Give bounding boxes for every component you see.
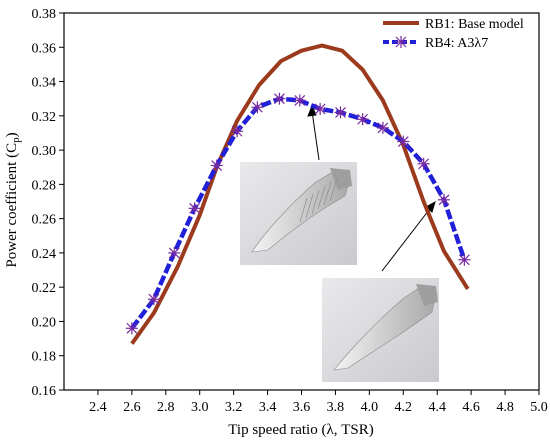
x-tick-label: 2.4 (89, 400, 107, 415)
x-tick-label: 3.6 (293, 400, 311, 415)
legend-rb4-label: RB4: A3λ7 (425, 36, 488, 51)
y-axis-ticks: 0.16 0.18 0.20 0.22 0.24 0.26 0.28 0.30 0.32 0.34… (32, 7, 64, 399)
y-tick-label: 0.38 (32, 7, 57, 22)
annotation-arrows (307, 104, 436, 272)
data-point-rb4 (334, 106, 347, 119)
x-tick-label: 2.6 (123, 400, 141, 415)
x-tick-label: 3.0 (191, 400, 209, 415)
x-tick-label: 2.8 (157, 400, 175, 415)
y-tick-label: 0.28 (32, 178, 57, 193)
data-point-rb4 (210, 159, 223, 172)
x-axis-title: Tip speed ratio (λ, TSR) (228, 422, 373, 438)
legend-rb1-label: RB1: Base model (425, 17, 524, 32)
y-tick-label: 0.30 (32, 144, 57, 159)
y-tick-label: 0.24 (32, 247, 57, 262)
x-tick-label: 4.8 (496, 400, 514, 415)
data-point-rb4 (147, 293, 160, 306)
y-tick-label: 0.20 (32, 315, 57, 330)
data-point-rb4 (417, 157, 430, 170)
y-tick-label: 0.18 (32, 350, 57, 365)
x-tick-label: 5.0 (530, 400, 548, 415)
x-tick-label: 3.4 (259, 400, 277, 415)
data-point-rb4 (356, 113, 369, 126)
legend-rb4-marker (395, 36, 407, 48)
arrow-rb4 (311, 110, 320, 161)
x-tick-label: 4.0 (361, 400, 379, 415)
x-tick-label: 4.6 (462, 400, 480, 415)
data-point-rb4 (188, 202, 201, 215)
data-point-rb4 (397, 135, 410, 148)
series-line-rb1 (130, 43, 470, 345)
y-tick-label: 0.32 (32, 110, 57, 125)
y-tick-label: 0.22 (32, 281, 57, 296)
y-tick-label: 0.16 (32, 384, 57, 399)
x-axis-ticks: 2.4 2.6 2.8 3.0 3.2 3.4 3.6 3.8 4.0 4.2 4.4 4.6 4.8 5… (89, 390, 548, 415)
x-tick-label: 3.2 (225, 400, 243, 415)
data-point-rb4 (231, 125, 244, 138)
x-tick-label: 3.8 (327, 400, 345, 415)
data-point-rb4 (314, 102, 327, 115)
data-point-rb4 (125, 322, 138, 335)
x-tick-label: 4.2 (395, 400, 413, 415)
data-point-rb4 (438, 193, 450, 206)
y-tick-label: 0.36 (32, 41, 57, 56)
blade-inset-rb1-image (322, 278, 439, 382)
data-point-rb4 (251, 101, 264, 114)
x-tick-label: 4.4 (428, 400, 446, 415)
y-tick-label: 0.34 (32, 76, 57, 91)
y-axis-title: Power coefficient (Cp) (4, 132, 22, 267)
legend: RB1: Base model RB4: A3λ7 (383, 17, 524, 51)
data-point-rb4 (376, 121, 389, 134)
arrow-rb1 (381, 205, 433, 272)
data-point-rb4 (273, 92, 286, 105)
data-point-rb4 (168, 246, 181, 259)
data-point-rb4 (293, 94, 306, 107)
data-point-rb4 (458, 253, 471, 266)
y-tick-label: 0.26 (32, 213, 57, 228)
blade-inset-rb4-image (240, 162, 357, 265)
series-layer (125, 43, 471, 345)
